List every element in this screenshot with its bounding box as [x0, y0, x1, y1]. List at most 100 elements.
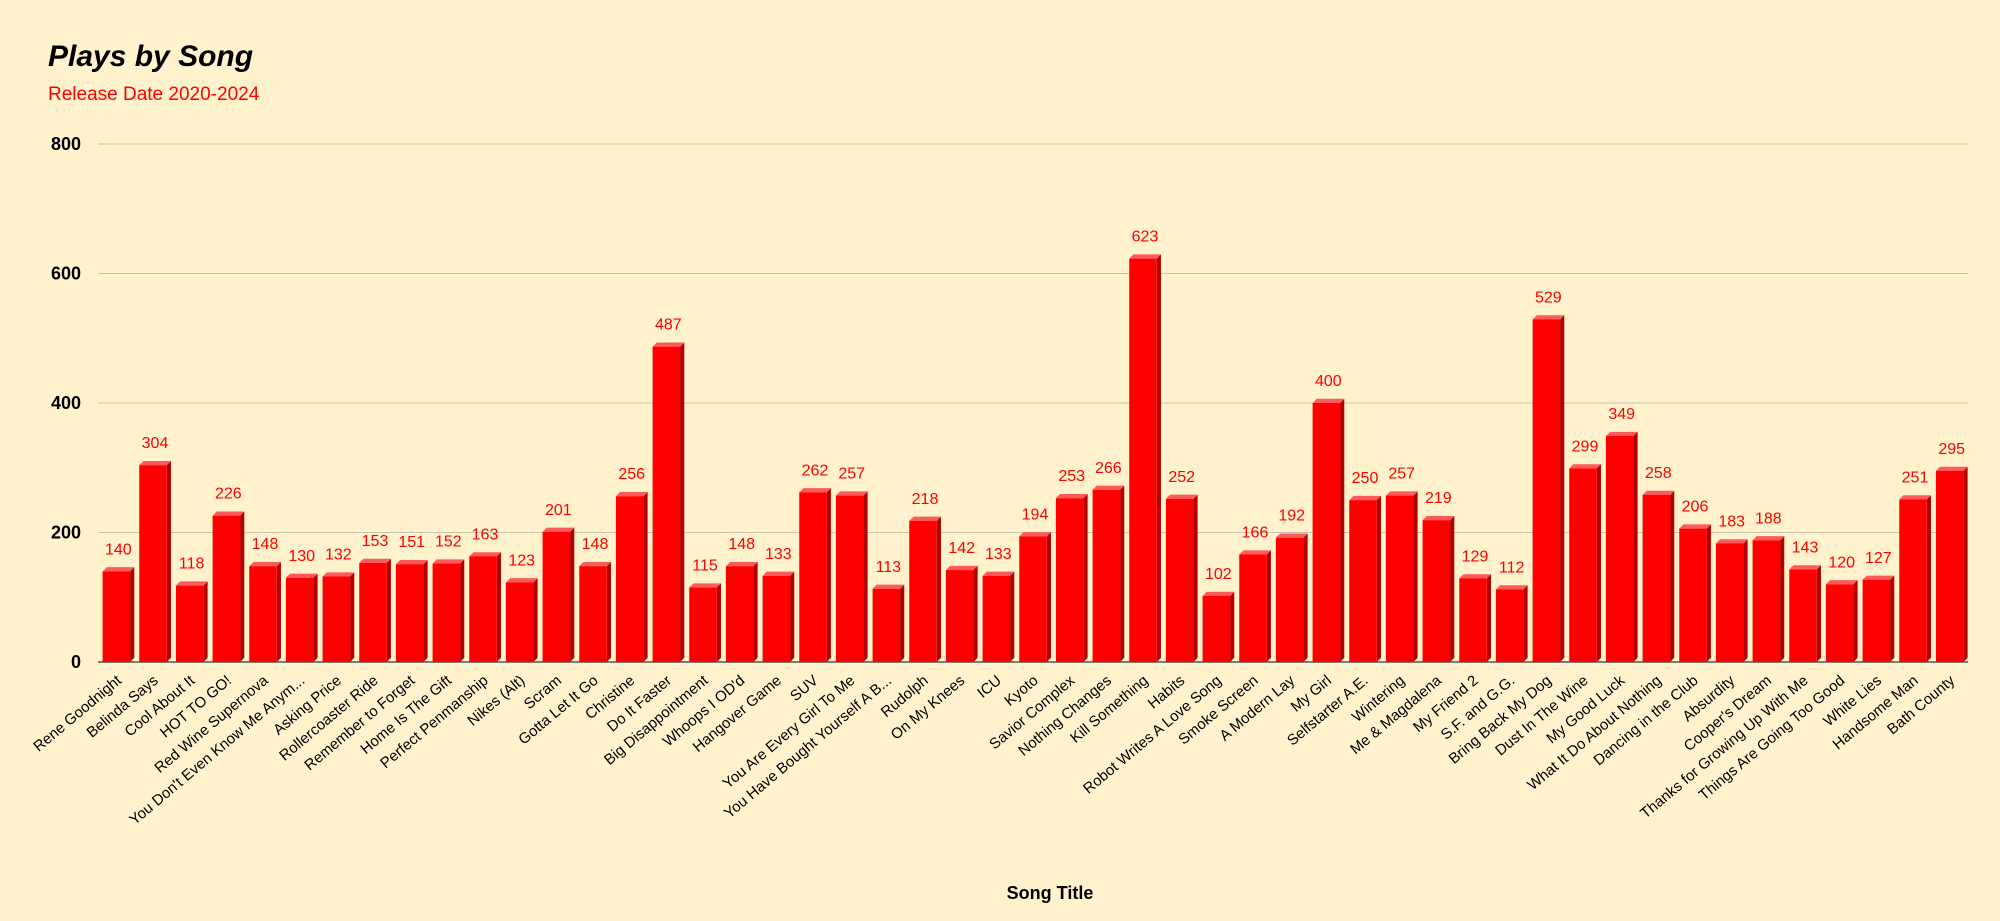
bar-top: [1532, 315, 1565, 320]
bar-top: [945, 565, 978, 571]
data-label: 299: [1572, 438, 1599, 455]
bar: [322, 572, 355, 662]
bar-side: [936, 516, 941, 662]
y-tick-label: 600: [51, 264, 81, 284]
bar: [1129, 254, 1161, 662]
data-label: 219: [1425, 490, 1452, 507]
bar: [1862, 575, 1895, 662]
bar-side: [496, 552, 501, 662]
bar-top: [542, 527, 575, 532]
data-label: 487: [655, 317, 682, 334]
bar-side: [1523, 585, 1528, 662]
data-label: 132: [325, 547, 352, 564]
bar-top: [835, 491, 868, 496]
bar-front: [359, 562, 387, 662]
bar-front: [1605, 436, 1634, 662]
bar-top: [1752, 536, 1785, 541]
bar-top: [1092, 485, 1125, 490]
data-label: 140: [105, 541, 132, 558]
bar-top: [1275, 533, 1308, 538]
bar-side: [1816, 565, 1821, 662]
bar: [359, 558, 391, 662]
bar-top: [1605, 431, 1638, 437]
x-tick-label: ICU: [974, 672, 1005, 702]
bar-front: [249, 566, 277, 662]
bar-front: [1055, 498, 1084, 662]
bar-front: [1679, 528, 1707, 662]
bar-top: [1055, 493, 1088, 499]
bar-side: [863, 491, 868, 662]
bar-top: [1715, 539, 1748, 544]
bar: [1349, 495, 1381, 662]
bar: [615, 492, 648, 662]
bar-side: [423, 560, 428, 662]
bar-front: [835, 495, 864, 662]
bar-front: [175, 585, 204, 662]
bar-side: [1230, 591, 1235, 662]
bar: [175, 581, 208, 662]
bar-front: [762, 575, 791, 662]
bar-top: [1935, 466, 1968, 471]
data-label: 194: [1022, 506, 1049, 523]
bar: [872, 584, 905, 662]
bar-side: [1670, 490, 1675, 662]
bar-front: [872, 588, 901, 662]
data-label: 529: [1535, 289, 1562, 306]
data-label: 127: [1865, 550, 1892, 567]
bar-top: [505, 578, 538, 583]
bar-top: [689, 583, 721, 588]
bar: [249, 561, 281, 662]
bar-front: [542, 531, 571, 662]
bar-top: [579, 561, 611, 567]
bar-top: [1019, 532, 1051, 537]
bar-front: [982, 575, 1011, 662]
bar: [1569, 464, 1601, 662]
bar-top: [322, 572, 355, 577]
bar-side: [533, 578, 538, 662]
bar-side: [1266, 550, 1271, 662]
bar-side: [313, 573, 318, 662]
bar-front: [1715, 543, 1744, 662]
bar: [1422, 515, 1455, 662]
data-label: 206: [1682, 499, 1709, 516]
bar-top: [762, 571, 795, 576]
bar-front: [139, 465, 167, 662]
data-label: 130: [288, 548, 315, 565]
bar: [1605, 431, 1638, 662]
bar-top: [725, 561, 758, 567]
bar-side: [1376, 495, 1381, 662]
bar-front: [1092, 489, 1121, 662]
bar: [1752, 536, 1785, 662]
data-label: 183: [1718, 514, 1745, 531]
bar: [579, 561, 611, 662]
data-label: 304: [142, 435, 169, 452]
data-label: 218: [912, 491, 939, 508]
bar-side: [1853, 580, 1858, 662]
bar-top: [909, 516, 941, 521]
bar: [1825, 580, 1858, 662]
bar-side: [790, 571, 795, 662]
bar-side: [1780, 536, 1785, 662]
bar: [542, 527, 575, 662]
bar-top: [1569, 464, 1601, 469]
bar-side: [606, 561, 611, 662]
bar-front: [725, 566, 754, 662]
bar: [1495, 585, 1528, 662]
bar-front: [1129, 258, 1157, 662]
y-tick-label: 800: [51, 134, 81, 154]
bar-side: [1156, 254, 1161, 662]
bar-front: [1569, 468, 1597, 662]
bar: [212, 511, 245, 662]
bar-top: [1312, 398, 1345, 403]
data-label: 295: [1938, 441, 1965, 458]
bar-side: [1340, 398, 1345, 662]
bar: [469, 552, 501, 662]
bar-side: [276, 561, 281, 662]
data-label: 151: [398, 534, 425, 551]
data-label: 253: [1058, 468, 1085, 485]
bar-front: [1899, 499, 1927, 662]
bar: [689, 583, 721, 662]
data-label: 257: [838, 466, 865, 483]
bar-top: [1422, 515, 1455, 521]
